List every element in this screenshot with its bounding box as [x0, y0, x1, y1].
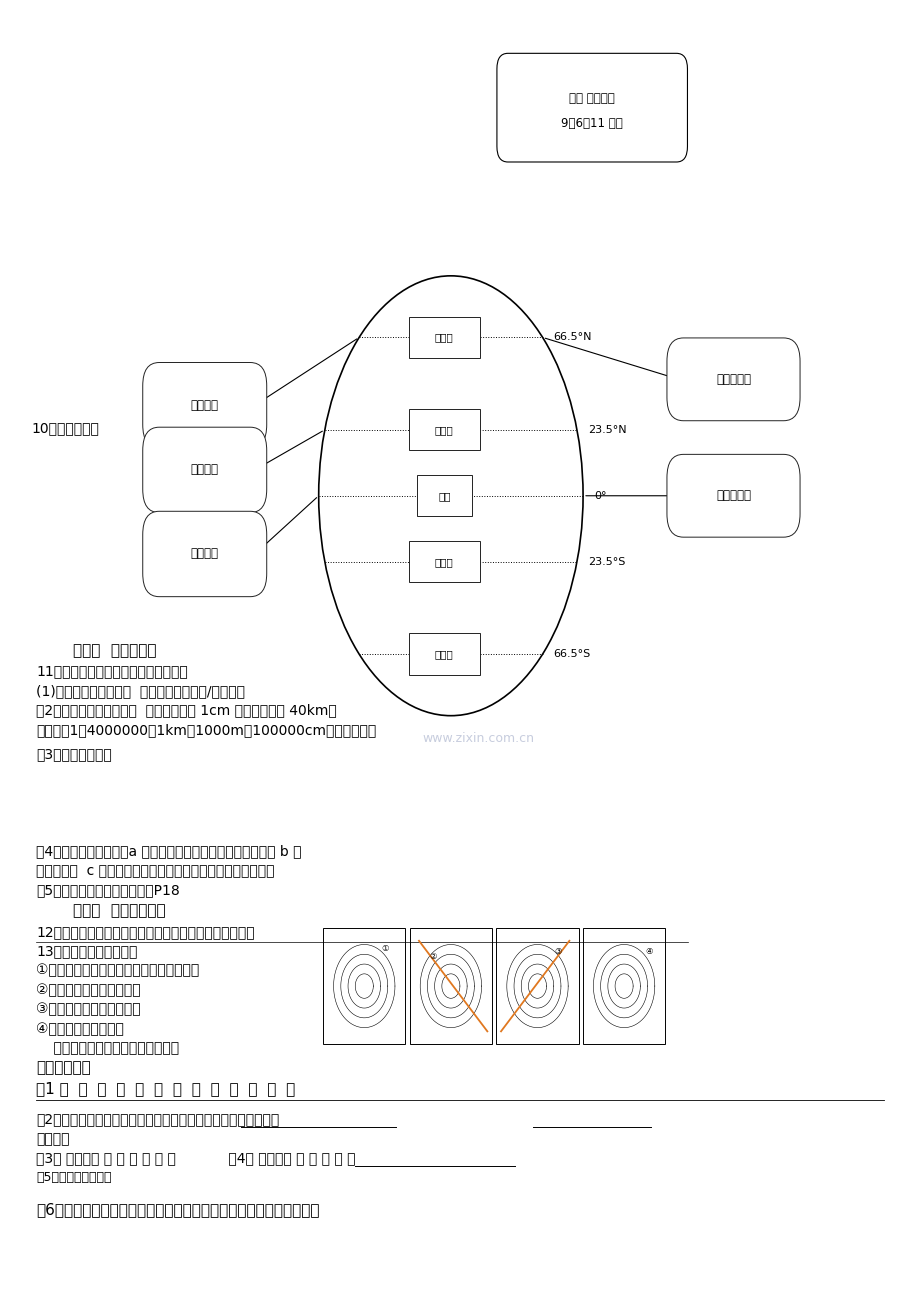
Text: 23.5°S: 23.5°S	[587, 557, 625, 566]
Text: 有太阳直射: 有太阳直射	[715, 490, 750, 503]
Text: （3） 南北半球 的 划 分 界 限 ：            （4） 东西半球 的 分 界 线 ：: （3） 南北半球 的 划 分 界 限 ： （4） 东西半球 的 分 界 线 ：	[36, 1151, 355, 1165]
Text: 热带: 热带	[437, 491, 450, 501]
FancyBboxPatch shape	[142, 427, 267, 513]
Text: （2）地球的大小：地球表面积＿＿＿＿＿；最大周长＿＿＿＿；: （2）地球的大小：地球表面积＿＿＿＿＿；最大周长＿＿＿＿；	[36, 1112, 279, 1126]
Bar	[583, 928, 664, 1044]
Text: ①: ①	[380, 944, 388, 953]
FancyBboxPatch shape	[408, 542, 480, 582]
FancyBboxPatch shape	[408, 316, 480, 358]
Text: 11、地图的语言：比例尺、方向、图例: 11、地图的语言：比例尺、方向、图例	[36, 665, 187, 678]
FancyBboxPatch shape	[666, 454, 800, 538]
Ellipse shape	[318, 276, 583, 716]
Text: （2）比例尺的表示方法：  文字式：图上 1cm 代表实地距离 40km；: （2）比例尺的表示方法： 文字式：图上 1cm 代表实地距离 40km；	[36, 703, 336, 717]
Text: 平均半径: 平均半径	[36, 1131, 70, 1146]
Text: (1)比例尺的计算公式：  比例尺＝图上距离/实地距离: (1)比例尺的计算公式： 比例尺＝图上距离/实地距离	[36, 684, 244, 698]
FancyBboxPatch shape	[142, 362, 267, 448]
Text: 南寒带: 南寒带	[435, 650, 453, 659]
Text: 第三节  地图的阅读: 第三节 地图的阅读	[73, 643, 156, 659]
Text: 四季分明: 四季分明	[190, 464, 219, 477]
Text: 向标定向；  c 经纬网：经线指示南北方向，纬线指示东西方向: 向标定向； c 经纬网：经线指示南北方向，纬线指示东西方向	[36, 865, 274, 878]
FancyBboxPatch shape	[666, 339, 800, 421]
Text: 66.5°S: 66.5°S	[553, 650, 590, 659]
Text: 9、6【11 秋季: 9、6【11 秋季	[561, 117, 622, 130]
FancyBboxPatch shape	[408, 633, 480, 674]
Polygon shape	[514, 148, 582, 156]
Text: （5）识记常用的图例（重点）P18: （5）识记常用的图例（重点）P18	[36, 883, 179, 897]
Text: www.zixin.com.cn: www.zixin.com.cn	[422, 733, 534, 746]
Text: （1 ）  人  类  认  识  地  球  形  状  的  过  程  ：: （1 ） 人 类 认 识 地 球 形 状 的 过 程 ：	[36, 1081, 295, 1096]
Text: ④陨崖：等高线重合处: ④陨崖：等高线重合处	[36, 1022, 124, 1036]
FancyBboxPatch shape	[142, 512, 267, 596]
Text: 第四节  地形图的判读: 第四节 地形图的判读	[73, 904, 165, 918]
Bar	[323, 928, 405, 1044]
Bar	[409, 928, 492, 1044]
Text: ③山谷：等高线向高山凸出: ③山谷：等高线向高山凸出	[36, 1003, 141, 1017]
Text: 赤道 昼夜等长: 赤道 昼夜等长	[569, 92, 615, 105]
Bar	[496, 928, 578, 1044]
Text: （3）比例尺的大小: （3）比例尺的大小	[36, 747, 112, 762]
Text: （6）等高线分布密集，坡度＿＿＿；等高线分布稀疏，坡度＿＿＿。: （6）等高线分布密集，坡度＿＿＿；等高线分布稀疏，坡度＿＿＿。	[36, 1202, 319, 1217]
Text: ①山顶：等高线呈闭合曲线，数値内高处低: ①山顶：等高线呈闭合曲线，数値内高处低	[36, 963, 199, 978]
FancyBboxPatch shape	[496, 53, 686, 161]
Text: 北温带: 北温带	[435, 424, 453, 435]
Text: 23.5°N: 23.5°N	[587, 424, 626, 435]
Text: 北寒带: 北寒带	[435, 332, 453, 342]
Text: 0°: 0°	[594, 491, 606, 501]
Text: 南温带: 南温带	[435, 557, 453, 566]
Text: 66.5°N: 66.5°N	[553, 332, 592, 342]
Text: 终年炎热: 终年炎热	[190, 547, 219, 560]
Text: ④: ④	[644, 947, 652, 956]
Text: ②山脊：等高线向低处凸出: ②山脊：等高线向低处凸出	[36, 983, 141, 997]
Text: 终年寒冷: 终年寒冷	[190, 398, 219, 411]
Text: 鞍部：一对数値相等的等高线之间: 鞍部：一对数値相等的等高线之间	[36, 1042, 179, 1055]
FancyBboxPatch shape	[416, 475, 471, 517]
Text: （4）判断方向的方法：a 一般情况下，采用上北下南左西右东 b 指: （4）判断方向的方法：a 一般情况下，采用上北下南左西右东 b 指	[36, 845, 301, 858]
Text: 10、五带知识：: 10、五带知识：	[31, 422, 99, 435]
Text: 二、重点检测: 二、重点检测	[36, 1060, 91, 1075]
Text: （5）北绬用＿＿表示: （5）北绬用＿＿表示	[36, 1170, 111, 1184]
Text: ③: ③	[553, 947, 562, 956]
Text: 12、等高线分布密集，坡度陋；等高线分布稀疏，坡度缓: 12、等高线分布密集，坡度陋；等高线分布稀疏，坡度缓	[36, 924, 255, 939]
Text: 有极昼极夜: 有极昼极夜	[715, 372, 750, 385]
Text: 数字式：1：4000000（1km＝1000m＝100000cm）；线段式：: 数字式：1：4000000（1km＝1000m＝100000cm）；线段式：	[36, 723, 376, 737]
Text: ②: ②	[428, 953, 437, 961]
FancyBboxPatch shape	[408, 409, 480, 450]
Text: 13、等高线地形图的判断: 13、等高线地形图的判断	[36, 944, 137, 958]
